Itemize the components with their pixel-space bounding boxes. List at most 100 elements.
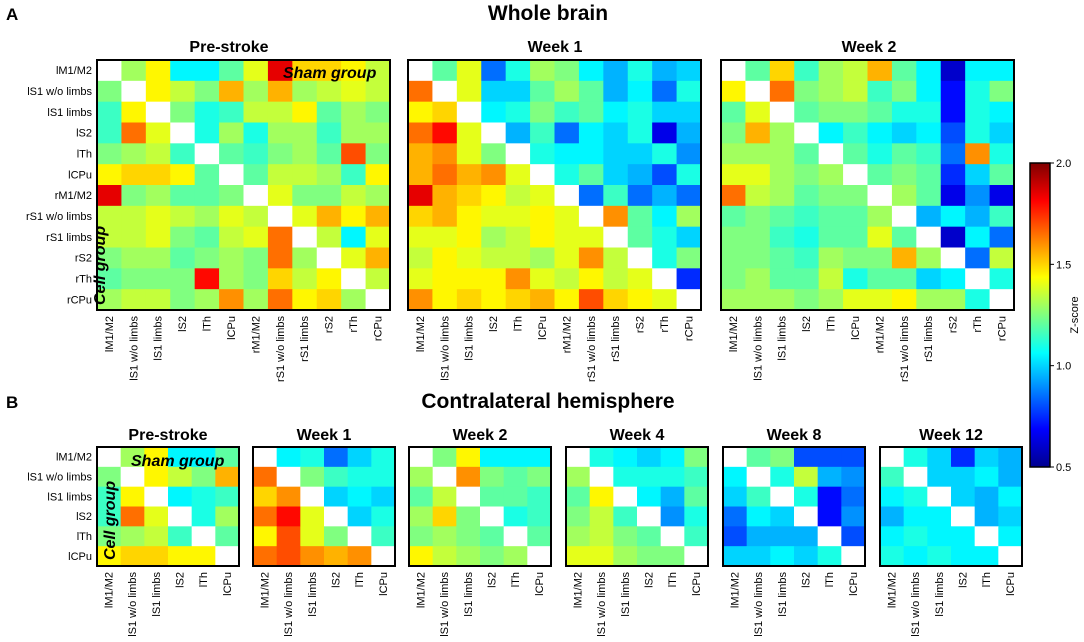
panel-a-m0-cell-r7-c11 (365, 205, 391, 228)
panel-b-m4-cell-r2-c5 (841, 486, 866, 507)
panel-b-matrix-title-week-1: Week 1 (297, 427, 352, 444)
panel-a-row-label: rCPu (67, 294, 92, 306)
panel-a-m2-cell-r2-c11 (989, 101, 1015, 123)
panel-a-m2-cell-r8-c6 (867, 226, 893, 248)
panel-b-m3-cell-r1-c5 (684, 466, 709, 488)
panel-a-row-label: lTh (77, 148, 92, 160)
panel-b-axis-labels: lM1/M2 lS1 w/o limbs lS1 limbs lS2 lTh lCPu lM… (27, 452, 1017, 637)
panel-b-m5-cell-r2-c0 (880, 486, 905, 507)
panel-b-m0-cell-r4-c4 (191, 526, 216, 547)
panel-a-m1-col-label: lS1 limbs (464, 316, 476, 361)
panel-a-m0-cell-r6-c4 (194, 185, 220, 207)
panel-a-m1-cell-r6-c9 (627, 185, 653, 207)
panel-a-m1-cell-r10-c5 (530, 268, 555, 290)
panel-a-m2-cell-r0-c11 (989, 60, 1015, 82)
colorbar-tick-label: 1.5 (1056, 259, 1071, 271)
panel-a-m2-cell-r3-c11 (989, 122, 1015, 144)
panel-b-m0-col-label: lS2 (175, 572, 187, 588)
panel-a-m1-cell-r0-c0 (408, 60, 433, 82)
panel-b-m1-col-label: lM1/M2 (260, 572, 272, 608)
panel-a-m2-cell-r8-c1 (745, 226, 771, 248)
panel-b-m3-cell-r0-c0 (566, 447, 591, 468)
panel-a-m0-cell-r0-c0 (97, 60, 122, 82)
panel-a-m1-cell-r2-c6 (554, 101, 580, 123)
panel-a-m1-cell-r9-c1 (432, 247, 458, 269)
panel-a-m0-cell-r8-c6 (243, 226, 269, 248)
panel-a-m1-cell-r11-c3 (481, 289, 507, 311)
panel-a-m0-cell-r6-c0 (97, 185, 122, 207)
panel-a-m1-cell-r5-c7 (578, 164, 604, 186)
panel-a-m0-cell-r8-c9 (316, 226, 342, 248)
panel-a-m2-cell-r5-c2 (769, 164, 795, 186)
panel-a-m2-cell-r8-c10 (965, 226, 990, 248)
panel-b-m2-cell-r0-c2 (456, 447, 481, 468)
panel-b-m0-col-label: lS1 w/o limbs (127, 572, 139, 637)
panel-a-m2-cell-r10-c0 (721, 268, 746, 290)
panel-a-m2-cell-r6-c2 (769, 185, 795, 207)
panel-b-m1-cell-r3-c2 (300, 506, 325, 527)
panel-b-m5-cell-r3-c5 (998, 506, 1023, 527)
panel-a-m2-cell-r2-c5 (843, 101, 868, 123)
panel-b-m4-cell-r1-c4 (817, 466, 842, 488)
panel-a-m2-cell-r1-c7 (891, 80, 917, 103)
panel-b-m4-col-label: lS1 limbs (777, 572, 789, 617)
panel-a-m0-cell-r2-c11 (365, 101, 391, 123)
panel-a-m0-cell-r6-c5 (219, 185, 244, 207)
panel-a-m2-cell-r2-c4 (818, 101, 844, 123)
panel-a-m0-cell-r7-c5 (219, 205, 244, 228)
panel-b-row-label: lCPu (68, 551, 92, 563)
panel-a-m0-cell-r6-c7 (267, 185, 293, 207)
panel-a-m2-cell-r7-c4 (818, 205, 844, 228)
panel-a-m2-cell-r5-c5 (843, 164, 868, 186)
panel-b-m3-cell-r2-c2 (613, 486, 638, 507)
panel-a-m2-cell-r9-c0 (721, 247, 746, 269)
panel-a-m0-cell-r4-c4 (194, 143, 220, 165)
panel-a-m1-cell-r2-c7 (578, 101, 604, 123)
panel-b-matrix-title-week-8: Week 8 (767, 427, 822, 444)
panel-a-m0-col-label: rS1 w/o limbs (275, 316, 287, 383)
colorbar-ticks: 2.0 1.5 1.0 0.5 (1050, 158, 1071, 474)
panel-a-m0-cell-r1-c9 (316, 80, 342, 103)
panel-b-m4-cell-r4-c3 (794, 526, 819, 547)
panel-b-m3-cell-r5-c0 (566, 546, 591, 567)
panel-a-row-label: rS1 w/o limbs (26, 211, 93, 223)
panel-a-m1-cell-r4-c7 (578, 143, 604, 165)
panel-b-m3-cell-r2-c4 (660, 486, 685, 507)
panel-a-m2-cell-r11-c9 (940, 289, 966, 311)
panel-b-m0-cell-r1-c0 (97, 466, 122, 488)
panel-a-m1-cell-r10-c6 (554, 268, 580, 290)
panel-a-m2-cell-r9-c11 (989, 247, 1015, 269)
panel-a-m2-cell-r0-c10 (965, 60, 990, 82)
panel-a-m1-col-label: lS2 (488, 316, 500, 332)
panel-b-m1-cell-r4-c0 (253, 526, 278, 547)
panel-a-m0-col-label: lS2 (177, 316, 189, 332)
panel-b-m3-cell-r3-c5 (684, 506, 709, 527)
panel-b-m1-cell-r1-c1 (276, 466, 301, 488)
panel-b-m4-cell-r0-c4 (817, 447, 842, 468)
panel-a-m0-cell-r3-c0 (97, 122, 122, 144)
panel-a-m1-cell-r8-c10 (652, 226, 677, 248)
panel-a-m0-cell-r11-c4 (194, 289, 220, 311)
panel-a-m2-cell-r9-c4 (818, 247, 844, 269)
panel-b-row-label: lTh (77, 531, 92, 543)
panel-b-m4-cell-r2-c1 (746, 486, 771, 507)
panel-b-m3-cell-r5-c2 (613, 546, 638, 567)
panel-a-m0-cell-r6-c8 (292, 185, 318, 207)
panel-b-m3-cell-r0-c1 (589, 447, 614, 468)
panel-b-m5-cell-r2-c2 (927, 486, 952, 507)
panel-a-m1-cell-r11-c4 (505, 289, 531, 311)
panel-a-m1-cell-r10-c10 (652, 268, 677, 290)
panel-b-m3-cell-r3-c0 (566, 506, 591, 527)
panel-a-m2-cell-r8-c8 (916, 226, 942, 248)
panel-b-m1-cell-r2-c2 (300, 486, 325, 507)
panel-a-m1-cell-r11-c2 (456, 289, 482, 311)
panel-b-m2-col-label: lS2 (487, 572, 499, 588)
panel-a-m1-cell-r5-c0 (408, 164, 433, 186)
panel-a-m0-cell-r11-c0 (97, 289, 122, 311)
panel-a-m2-cell-r2-c6 (867, 101, 893, 123)
panel-a-m1-cell-r6-c5 (530, 185, 555, 207)
panel-a-m1-cell-r8-c7 (578, 226, 604, 248)
panel-a-m0-cell-r8-c3 (170, 226, 196, 248)
panel-b-m1-cell-r2-c5 (371, 486, 396, 507)
panel-b-m4-frame (722, 446, 866, 567)
